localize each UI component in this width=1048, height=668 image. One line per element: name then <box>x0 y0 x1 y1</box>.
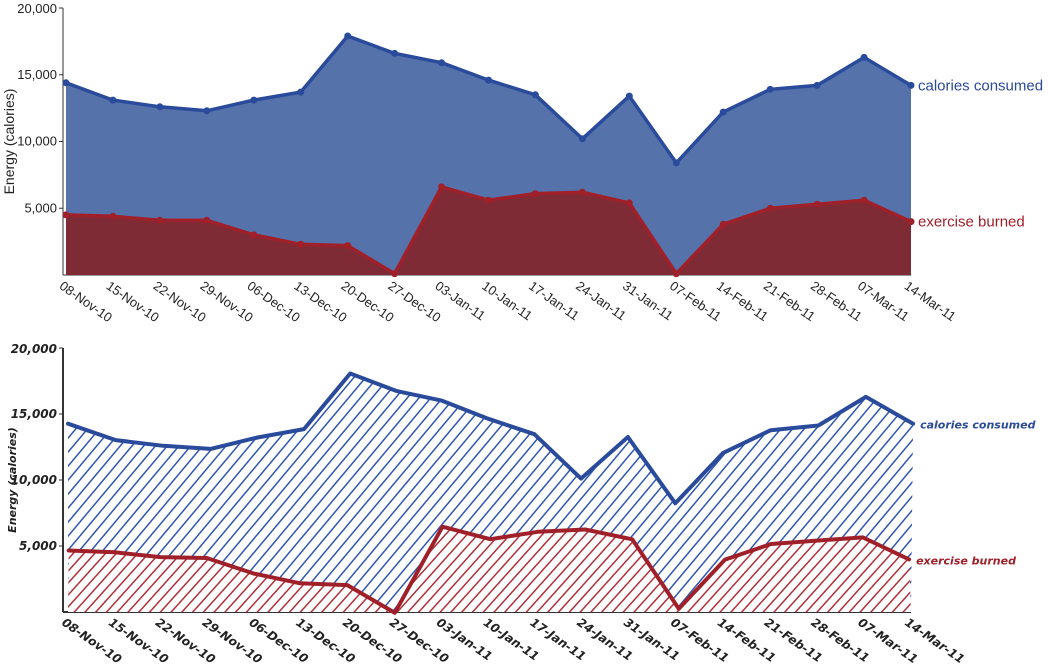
x-tick-label: 28-Feb-11 <box>808 278 865 324</box>
calories-consumed-point <box>203 107 211 115</box>
exercise-burned-point <box>203 216 211 224</box>
calories-consumed-point <box>297 88 305 96</box>
series-label: exercise burned <box>918 214 1025 231</box>
calories-consumed-point <box>907 81 915 89</box>
x-tick-label: 14-Mar-11 <box>902 278 959 324</box>
exercise-burned-point <box>297 240 305 248</box>
x-tick-label: 07-Feb-11 <box>667 278 724 324</box>
y-tick-label: 10,000 <box>11 473 57 487</box>
exercise-burned-point <box>62 211 70 219</box>
calories-consumed-point <box>485 76 492 84</box>
x-tick-label: 31-Jan-11 <box>620 278 676 323</box>
calories-consumed-point <box>109 96 117 104</box>
chart-clean: 20,000 15,000 10,000 5,000 Energy (calories)… <box>1 1 1043 325</box>
y-tick-label: 5,000 <box>24 200 57 215</box>
x-tick-label: 10-Jan-11 <box>479 278 535 323</box>
exercise-burned-area <box>66 186 911 275</box>
y-axis-label: Energy (calories) <box>6 427 19 533</box>
calories-consumed-point <box>344 32 352 40</box>
y-tick-label: 5,000 <box>19 539 57 553</box>
calories-consumed-point <box>438 59 446 67</box>
exercise-burned-point <box>766 204 774 212</box>
x-tick-label: 17-Jan-11 <box>526 278 582 323</box>
calories-consumed-line <box>66 371 916 506</box>
exercise-burned-point <box>391 270 399 278</box>
series-label: calories consumed <box>920 419 1036 432</box>
calories-consumed-area <box>66 36 911 275</box>
calories-consumed-point <box>672 159 680 167</box>
calories-consumed-point <box>391 49 399 57</box>
y-tick-label: 10,000 <box>17 134 57 149</box>
x-tick-label: 14-Feb-11 <box>714 278 771 324</box>
x-tick-label: 24-Jan-11 <box>573 278 629 323</box>
calories-consumed-point <box>813 81 821 89</box>
exercise-burned-point <box>250 231 258 239</box>
y-tick-label: 15,000 <box>11 407 57 421</box>
y-axis-label: Energy (calories) <box>1 89 17 195</box>
y-tick-label: 20,000 <box>11 342 57 356</box>
calories-consumed-point <box>62 79 70 87</box>
calories-consumed-point <box>719 108 727 116</box>
exercise-burned-point <box>156 216 164 224</box>
exercise-burned-point <box>109 212 117 220</box>
calories-consumed-point <box>156 103 164 111</box>
exercise-burned-line <box>66 524 912 615</box>
calories-consumed-point <box>250 96 258 104</box>
exercise-burned-point <box>860 196 868 204</box>
calories-consumed-area <box>68 373 914 612</box>
calories-consumed-point <box>860 53 868 61</box>
x-tick-label: 07-Mar-11 <box>855 278 912 324</box>
exercise-burned-point <box>485 196 492 204</box>
exercise-burned-point <box>625 199 633 207</box>
y-tick-label: 20,000 <box>17 1 57 16</box>
series-label: exercise burned <box>916 554 1016 567</box>
exercise-burned-point <box>438 183 446 191</box>
calories-consumed-point <box>766 85 774 93</box>
y-tick-label: 15,000 <box>17 67 57 82</box>
exercise-burned-area <box>68 526 911 613</box>
exercise-burned-point <box>672 270 680 278</box>
exercise-burned-point <box>578 188 586 196</box>
exercise-burned-point <box>719 220 727 228</box>
exercise-burned-point <box>344 242 352 250</box>
calories-consumed-point <box>625 92 633 100</box>
series-label: calories consumed <box>918 77 1043 94</box>
calories-consumed-point <box>578 135 586 143</box>
x-tick-label: 21-Feb-11 <box>761 278 818 324</box>
exercise-burned-point <box>531 190 539 198</box>
calories-consumed-point <box>531 91 539 99</box>
exercise-burned-point <box>907 218 915 226</box>
exercise-burned-point <box>813 200 821 208</box>
